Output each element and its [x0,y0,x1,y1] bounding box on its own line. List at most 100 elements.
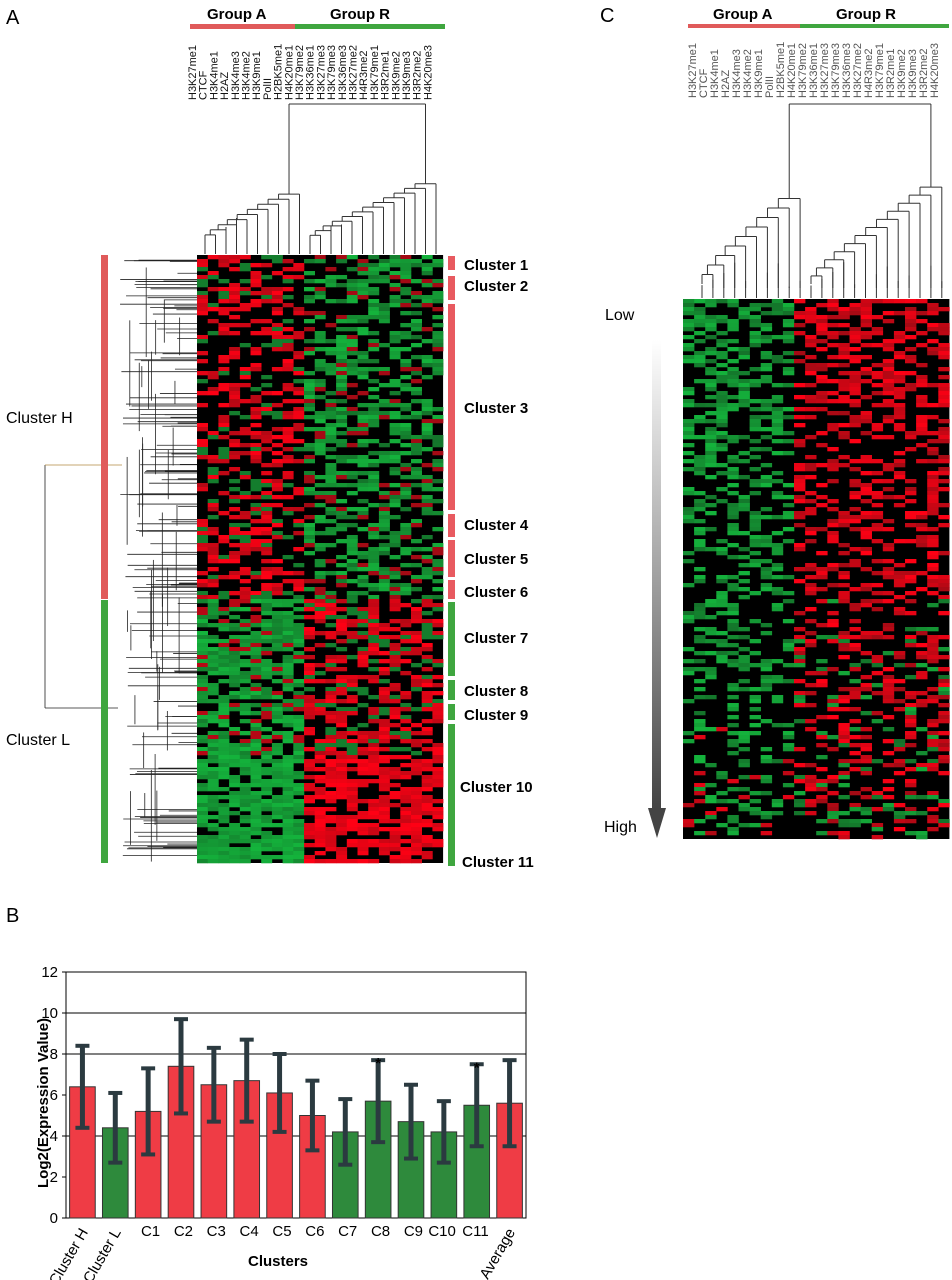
column-label: H3K4me3 [731,49,743,98]
x-tick-label: C3 [207,1223,226,1240]
column-label: H4K20me1 [283,45,295,100]
column-label: H3K79me3 [830,43,842,98]
chart-y-axis-title: Log2(Expression Value) [35,1018,52,1188]
y-tick-label: 4 [50,1128,58,1145]
column-label: H3K36me3 [841,43,853,98]
column-label: H3R2me2 [412,50,424,100]
column-label: H3K27me2 [348,45,360,100]
y-tick-label: 0 [50,1210,58,1227]
panel-c: Group A Group R H3K27me1 CTCF H3K4me1 H2AZ H… [604,6,950,840]
column-label: H4R3me2 [358,50,370,100]
column-label: H3K27me2 [852,43,864,98]
cluster-segment [448,860,455,866]
y-tick-label: 8 [50,1046,58,1063]
cluster-label: Cluster 5 [464,551,528,568]
column-label: H3K9me3 [907,49,919,98]
column-label: PolII [764,76,776,98]
x-tick-label: C10 [428,1223,456,1240]
x-tick-label: C6 [305,1223,324,1240]
group-r-label: Group R [330,6,390,23]
column-label: H2BK5me1 [775,42,787,98]
column-label: H3K27me3 [819,43,831,98]
column-label: H3K27me1 [687,43,699,98]
gradient-arrow-head [648,808,666,838]
cluster-label: Cluster 3 [464,400,528,417]
gradient-high-label: High [604,819,637,836]
heatmap-c-top-dendrogram [701,103,943,298]
column-label: H3K9me3 [401,51,413,100]
column-label: H3K27me1 [187,45,199,100]
cluster-segment [448,724,455,860]
cluster-label: Cluster 11 [462,854,534,871]
y-tick-label: 10 [41,1005,58,1022]
cluster-sidebar: Cluster 1 Cluster 2 Cluster 3 Cluster 4 Clus… [448,256,534,871]
panel-label-b: B [6,905,19,927]
panel-label-c: C [600,5,614,27]
gradient-arrow-shaft [652,340,661,810]
column-label: H3K9me1 [753,49,765,98]
cluster-h-bar [101,255,108,599]
group-a-label: Group A [207,6,267,23]
panel-a: Group A Group R H3K27me1CTCFH3K4me1H2AZH… [6,6,534,871]
group-a-bar [190,24,295,29]
column-label: H3K4me2 [742,49,754,98]
column-label: H2BK5me1 [273,44,285,100]
column-label: H3K79me2 [294,45,306,100]
cluster-h-label: Cluster H [6,410,73,427]
x-tick-label: C5 [272,1223,291,1240]
x-tick-label: C7 [338,1223,357,1240]
column-label: H3K79me2 [797,43,809,98]
column-label: H3K9me2 [896,49,908,98]
annotation: * [474,1059,480,1076]
cluster-segment [448,256,455,270]
chart-y-tick-labels: 0 2 4 6 8 10 12 [41,964,66,1227]
x-tick-label: C4 [240,1223,259,1240]
column-label: H3K79me3 [326,45,338,100]
column-label: H3K4me1 [709,49,721,98]
cluster-label: Cluster 10 [460,779,533,796]
group-a-bar-c [688,24,800,28]
cluster-segment [448,540,455,577]
column-label: H3K9me1 [251,51,263,100]
column-label: H2AZ [720,70,732,98]
cluster-label: Cluster 2 [464,278,528,295]
chart-x-axis-title: Clusters [248,1253,308,1270]
cluster-segment [448,704,455,720]
group-r-bar [295,24,445,29]
column-label: H4K20me3 [422,45,434,100]
cluster-label: Cluster 1 [464,257,528,274]
column-label: H3K36me3 [337,45,349,100]
x-tick-label: C2 [174,1223,193,1240]
cluster-l-label: Cluster L [6,732,70,749]
column-label: H3R2me1 [380,50,392,100]
gradient-low-label: Low [605,307,635,324]
chart-annotations: * * [375,1055,480,1076]
chart-error-bars [75,1017,517,1167]
y-tick-label: 6 [50,1087,58,1104]
column-label: H3K4me2 [241,51,253,100]
cluster-segment [448,680,455,700]
heatmap-a-top-dendrogram [204,103,437,254]
column-label: H3K9me2 [390,51,402,100]
group-r-label-c: Group R [836,6,896,23]
column-label: H2AZ [219,72,231,100]
column-label: H3K4me3 [230,51,242,100]
column-label: H4R3me2 [863,48,875,98]
x-tick-label: C8 [371,1223,390,1240]
cluster-label: Cluster 6 [464,584,528,601]
column-label: H3K79me1 [874,43,886,98]
x-tick-label: C9 [404,1223,423,1240]
cluster-segment [448,276,455,300]
column-label: H4K20me1 [786,43,798,98]
heatmap-c [683,299,950,840]
panel-label-a: A [6,7,20,29]
column-label: H4K20me3 [929,43,941,98]
column-label: H3K36me1 [808,43,820,98]
column-label: CTCF [698,68,710,98]
x-tick-label: C1 [141,1223,160,1240]
cluster-segment [448,580,455,599]
column-label: PolII [262,78,274,100]
